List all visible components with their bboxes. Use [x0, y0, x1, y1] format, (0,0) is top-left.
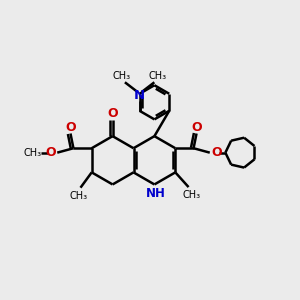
Text: NH: NH: [146, 188, 166, 200]
Text: O: O: [191, 121, 202, 134]
Text: O: O: [211, 146, 222, 159]
Text: CH₃: CH₃: [113, 71, 131, 81]
Text: O: O: [45, 146, 56, 159]
Text: O: O: [65, 121, 76, 134]
Text: CH₃: CH₃: [69, 191, 87, 201]
Text: CH₃: CH₃: [182, 190, 201, 200]
Text: CH₃: CH₃: [24, 148, 42, 158]
Text: O: O: [107, 107, 118, 120]
Text: CH₃: CH₃: [148, 71, 166, 81]
Text: N: N: [134, 89, 145, 102]
